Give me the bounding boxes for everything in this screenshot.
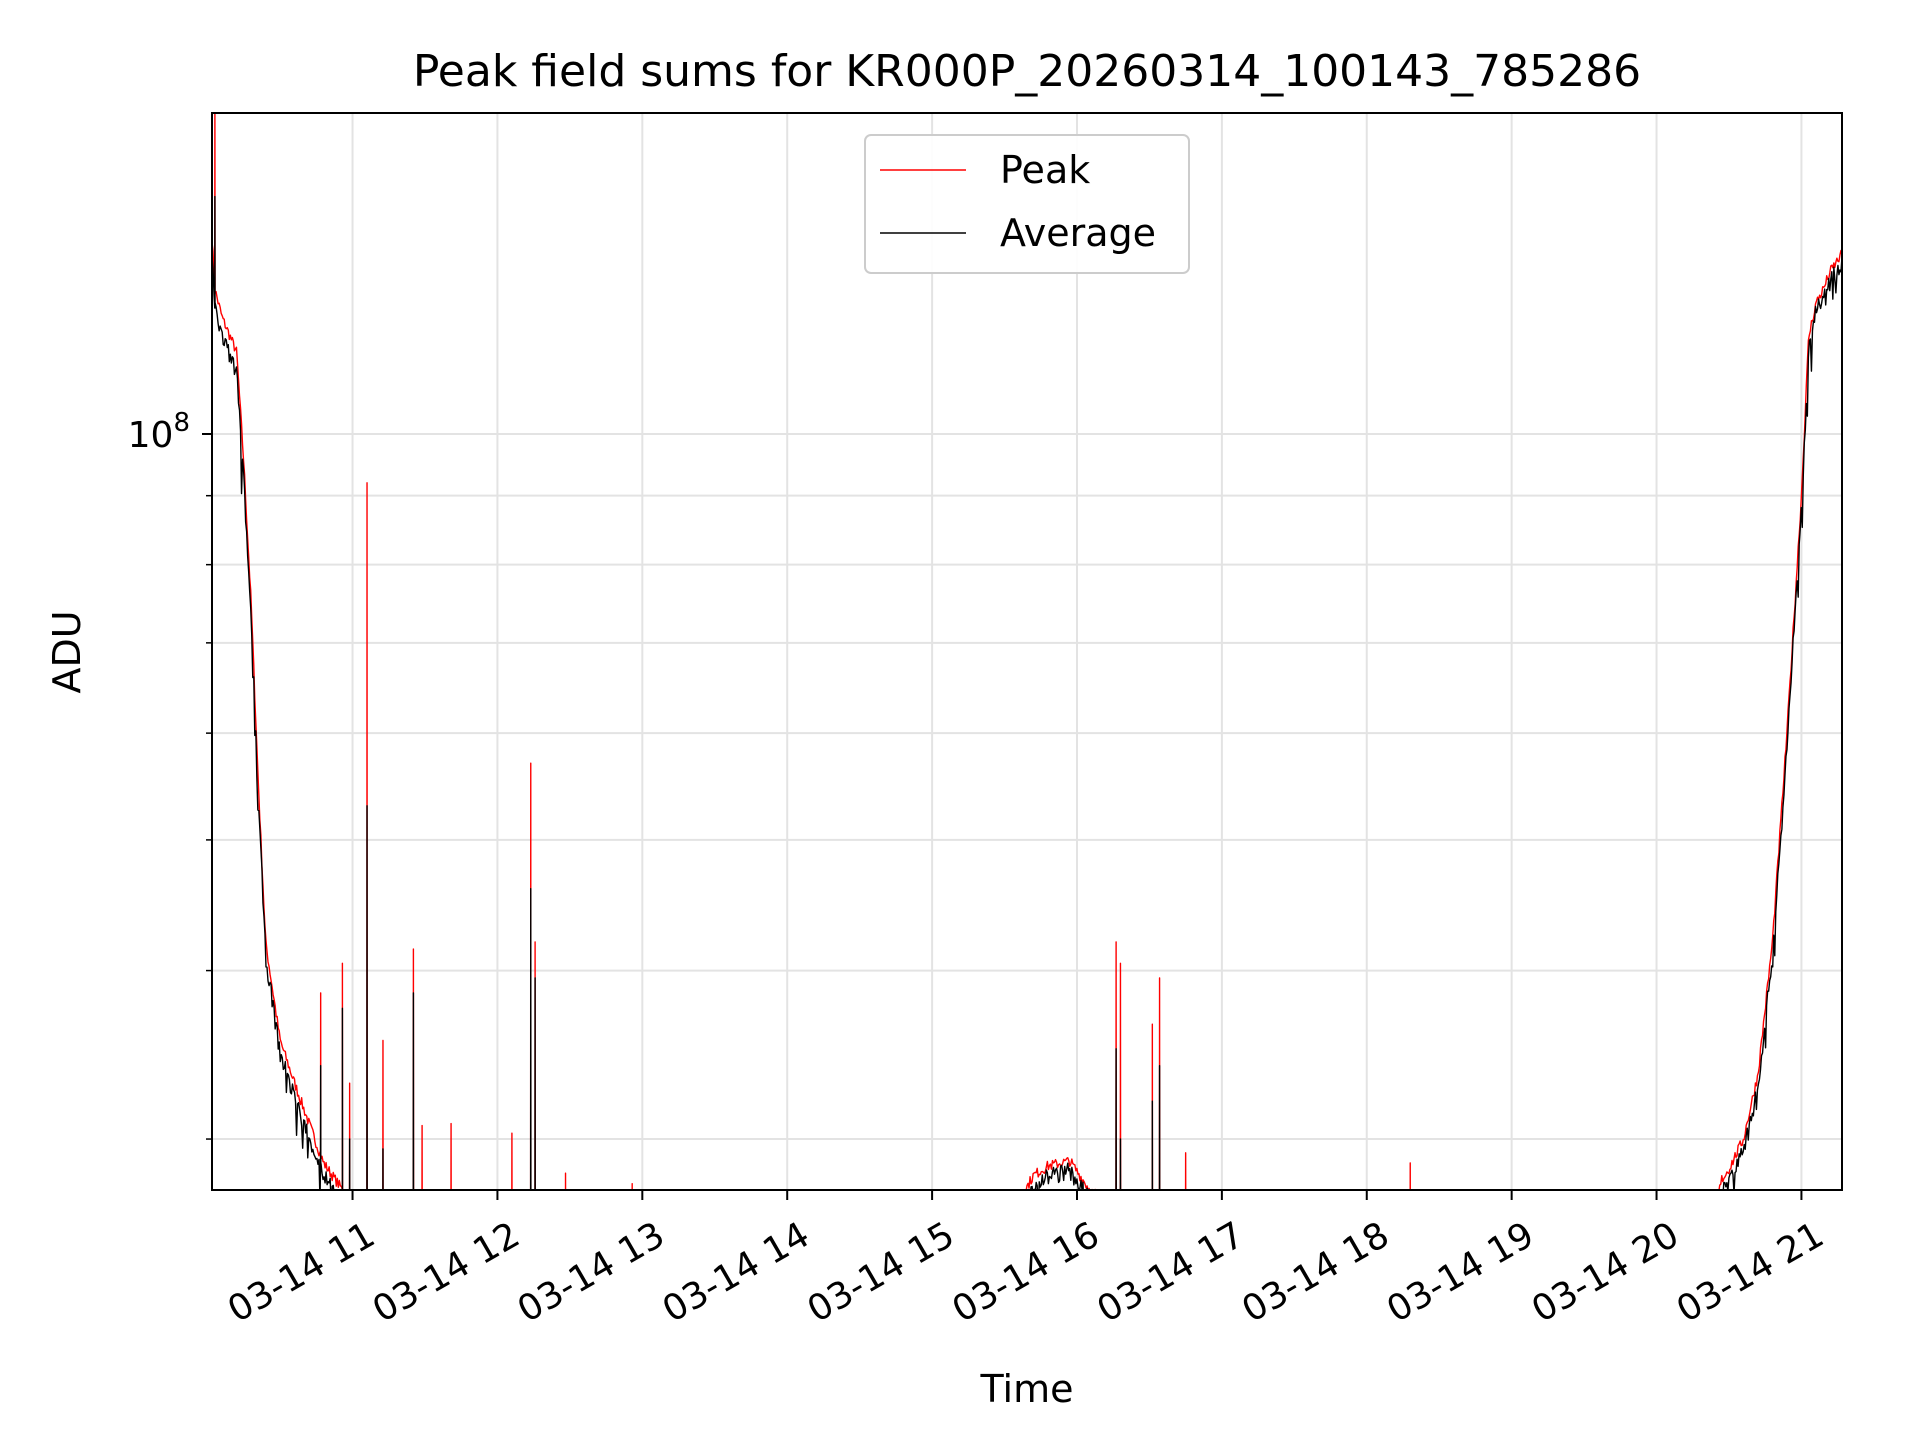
y-axis: 108 <box>128 408 212 1140</box>
y-tick-label: 108 <box>128 408 190 456</box>
x-axis-label: Time <box>980 1367 1074 1411</box>
legend-peak-label: Peak <box>1000 148 1090 192</box>
grid <box>212 113 1842 1190</box>
legend-average-label: Average <box>1000 211 1156 255</box>
y-axis-label: ADU <box>45 610 89 693</box>
plot-frame <box>211 112 1843 1191</box>
legend: Peak Average <box>864 134 1190 274</box>
chart-title: Peak field sums for KR000P_20260314_1001… <box>413 46 1641 97</box>
